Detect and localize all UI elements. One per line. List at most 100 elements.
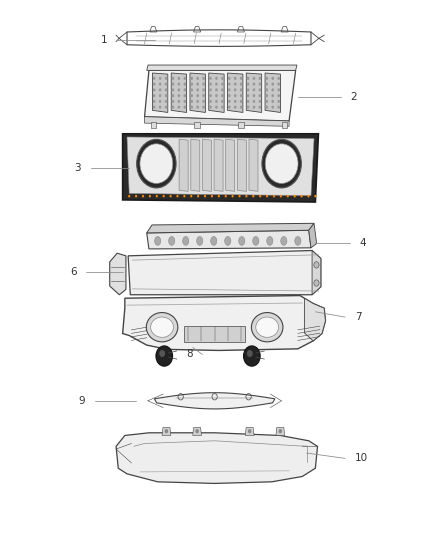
Circle shape <box>202 106 205 109</box>
Polygon shape <box>276 427 285 435</box>
Polygon shape <box>147 223 314 233</box>
Circle shape <box>247 77 249 80</box>
Circle shape <box>265 106 268 109</box>
Circle shape <box>165 77 167 80</box>
Circle shape <box>191 77 193 80</box>
Circle shape <box>172 88 174 92</box>
Circle shape <box>240 94 243 97</box>
Ellipse shape <box>265 144 298 183</box>
Circle shape <box>258 94 261 97</box>
Ellipse shape <box>146 312 178 342</box>
Circle shape <box>234 106 237 109</box>
Circle shape <box>172 106 174 109</box>
Polygon shape <box>191 139 200 191</box>
Circle shape <box>247 94 249 97</box>
Circle shape <box>277 106 280 109</box>
Polygon shape <box>202 139 212 191</box>
Circle shape <box>307 195 310 197</box>
Polygon shape <box>245 427 254 435</box>
Circle shape <box>191 88 193 92</box>
Polygon shape <box>193 427 201 435</box>
Circle shape <box>159 77 162 80</box>
Circle shape <box>202 94 205 97</box>
Circle shape <box>191 83 193 86</box>
Circle shape <box>211 195 213 197</box>
Ellipse shape <box>239 237 245 245</box>
Polygon shape <box>154 393 275 409</box>
Circle shape <box>240 106 243 109</box>
Text: 9: 9 <box>79 396 85 406</box>
Circle shape <box>153 94 155 97</box>
Circle shape <box>221 94 224 97</box>
Ellipse shape <box>151 317 173 337</box>
Circle shape <box>172 83 174 86</box>
Polygon shape <box>249 139 258 191</box>
Circle shape <box>258 88 261 92</box>
Circle shape <box>177 94 180 97</box>
Bar <box>184 326 245 342</box>
Ellipse shape <box>197 237 203 245</box>
Circle shape <box>221 88 224 92</box>
Polygon shape <box>190 73 205 112</box>
Circle shape <box>234 77 237 80</box>
Polygon shape <box>147 230 311 249</box>
Circle shape <box>190 195 192 197</box>
Circle shape <box>159 88 162 92</box>
Circle shape <box>314 262 319 268</box>
Polygon shape <box>179 139 188 191</box>
Circle shape <box>265 77 268 80</box>
Circle shape <box>184 88 186 92</box>
Ellipse shape <box>253 237 259 245</box>
Circle shape <box>221 100 224 103</box>
Circle shape <box>165 100 167 103</box>
Circle shape <box>202 88 205 92</box>
Circle shape <box>209 106 212 109</box>
Circle shape <box>204 195 206 197</box>
Circle shape <box>258 100 261 103</box>
Circle shape <box>272 88 274 92</box>
Circle shape <box>228 94 230 97</box>
Ellipse shape <box>155 237 161 245</box>
Ellipse shape <box>262 139 301 188</box>
Circle shape <box>165 83 167 86</box>
Circle shape <box>258 106 261 109</box>
Circle shape <box>195 429 199 433</box>
Text: 7: 7 <box>355 312 361 322</box>
Polygon shape <box>110 253 126 295</box>
Circle shape <box>232 195 234 197</box>
Circle shape <box>191 100 193 103</box>
Polygon shape <box>123 134 318 202</box>
Circle shape <box>228 106 230 109</box>
Circle shape <box>247 350 253 357</box>
Circle shape <box>159 94 162 97</box>
Circle shape <box>197 195 199 197</box>
Circle shape <box>184 100 186 103</box>
Circle shape <box>215 77 218 80</box>
Circle shape <box>165 94 167 97</box>
Circle shape <box>265 94 268 97</box>
Circle shape <box>218 195 220 197</box>
Text: 3: 3 <box>74 163 81 173</box>
Circle shape <box>215 100 218 103</box>
Ellipse shape <box>169 237 175 245</box>
Ellipse shape <box>137 139 176 188</box>
Circle shape <box>244 346 260 366</box>
Text: 2: 2 <box>350 92 357 102</box>
Circle shape <box>153 88 155 92</box>
Circle shape <box>252 195 254 197</box>
Circle shape <box>184 77 186 80</box>
Ellipse shape <box>251 312 283 342</box>
Circle shape <box>196 83 199 86</box>
Circle shape <box>228 100 230 103</box>
Circle shape <box>221 77 224 80</box>
Circle shape <box>277 88 280 92</box>
Polygon shape <box>162 427 171 435</box>
Circle shape <box>234 100 237 103</box>
Circle shape <box>153 83 155 86</box>
Circle shape <box>277 77 280 80</box>
Polygon shape <box>116 433 318 483</box>
Polygon shape <box>123 295 325 351</box>
Circle shape <box>142 195 144 197</box>
Circle shape <box>234 88 237 92</box>
Polygon shape <box>227 73 243 112</box>
